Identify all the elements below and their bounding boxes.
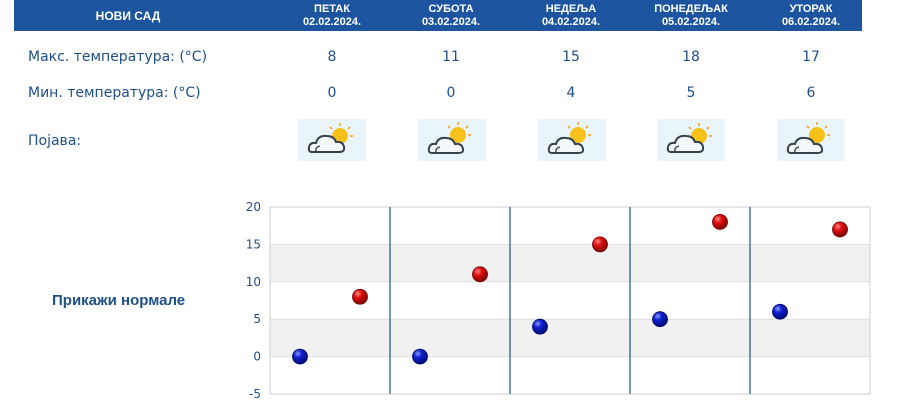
day-date: 05.02.2024. (661, 16, 721, 28)
min-temp-point (772, 303, 788, 320)
day-header-4: ПОНЕДЕЉАК 05.02.2024. (631, 0, 751, 31)
max-temp-point (832, 221, 848, 238)
min-temp-value: 4 (566, 85, 576, 101)
max-temp-value: 18 (682, 49, 700, 65)
forecast-header: НОВИ САД ПЕТАК 02.02.2024. СУБОТА 03.02.… (14, 0, 862, 31)
show-normals-link[interactable]: Прикажи нормале (52, 292, 186, 309)
max-temp-point (592, 236, 608, 253)
day-date: 06.02.2024. (781, 16, 841, 28)
max-temp-value: 17 (802, 49, 820, 65)
min-temp-value: 6 (806, 85, 816, 101)
day-name: СУБОТА (428, 3, 474, 15)
day-header-2: СУБОТА 03.02.2024. (391, 0, 511, 31)
day-header-5: УТОРАК 06.02.2024. (751, 0, 871, 31)
day-name: НЕДЕЉА (545, 3, 597, 15)
partly-cloudy-icon (538, 119, 606, 161)
phenomenon-label: Појава: (28, 133, 82, 149)
y-tick-label: -5 (249, 387, 261, 401)
max-temp-point (352, 288, 368, 305)
plot-band (270, 281, 870, 320)
day-name: ПОНЕДЕЉАК (654, 3, 728, 15)
partly-cloudy-icon (298, 119, 366, 161)
plot-frame (269, 206, 871, 395)
min-temp-point (532, 318, 548, 335)
min-temp-point (292, 348, 308, 365)
partly-cloudy-icon (418, 119, 486, 161)
min-temp-label: Мин. температура: (°C) (28, 85, 201, 101)
y-tick-label: 20 (246, 200, 261, 214)
plot-band (270, 207, 870, 245)
plot-band (270, 319, 870, 357)
max-temp-point (712, 214, 728, 230)
min-temp-value: 5 (686, 85, 696, 101)
day-name: УТОРАК (789, 3, 833, 15)
day-header-3: НЕДЕЉА 04.02.2024. (511, 0, 631, 31)
max-temp-label: Макс. температура: (°C) (28, 49, 208, 65)
partly-cloudy-icon (777, 119, 845, 161)
partly-cloudy-icon (657, 119, 725, 161)
min-temp-value: 0 (327, 85, 337, 101)
y-tick-label: 15 (246, 237, 261, 251)
min-temp-point (652, 311, 668, 328)
y-tick-label: 10 (246, 275, 261, 289)
y-tick-label: 0 (253, 350, 261, 364)
max-temp-value: 8 (327, 49, 337, 65)
day-date: 02.02.2024. (302, 16, 362, 28)
max-temp-value: 11 (442, 49, 460, 65)
plot-band (270, 356, 870, 394)
day-name: ПЕТАК (314, 3, 350, 15)
plot-band (270, 244, 870, 282)
min-temp-value: 0 (446, 85, 456, 101)
day-date: 03.02.2024. (421, 16, 481, 28)
min-temp-point (412, 348, 428, 365)
max-temp-point (472, 266, 488, 283)
day-date: 04.02.2024. (541, 16, 601, 28)
max-temp-value: 15 (562, 49, 580, 65)
y-tick-label: 5 (253, 312, 261, 326)
city-name: НОВИ САД (95, 8, 161, 23)
day-header-1: ПЕТАК 02.02.2024. (272, 0, 392, 31)
